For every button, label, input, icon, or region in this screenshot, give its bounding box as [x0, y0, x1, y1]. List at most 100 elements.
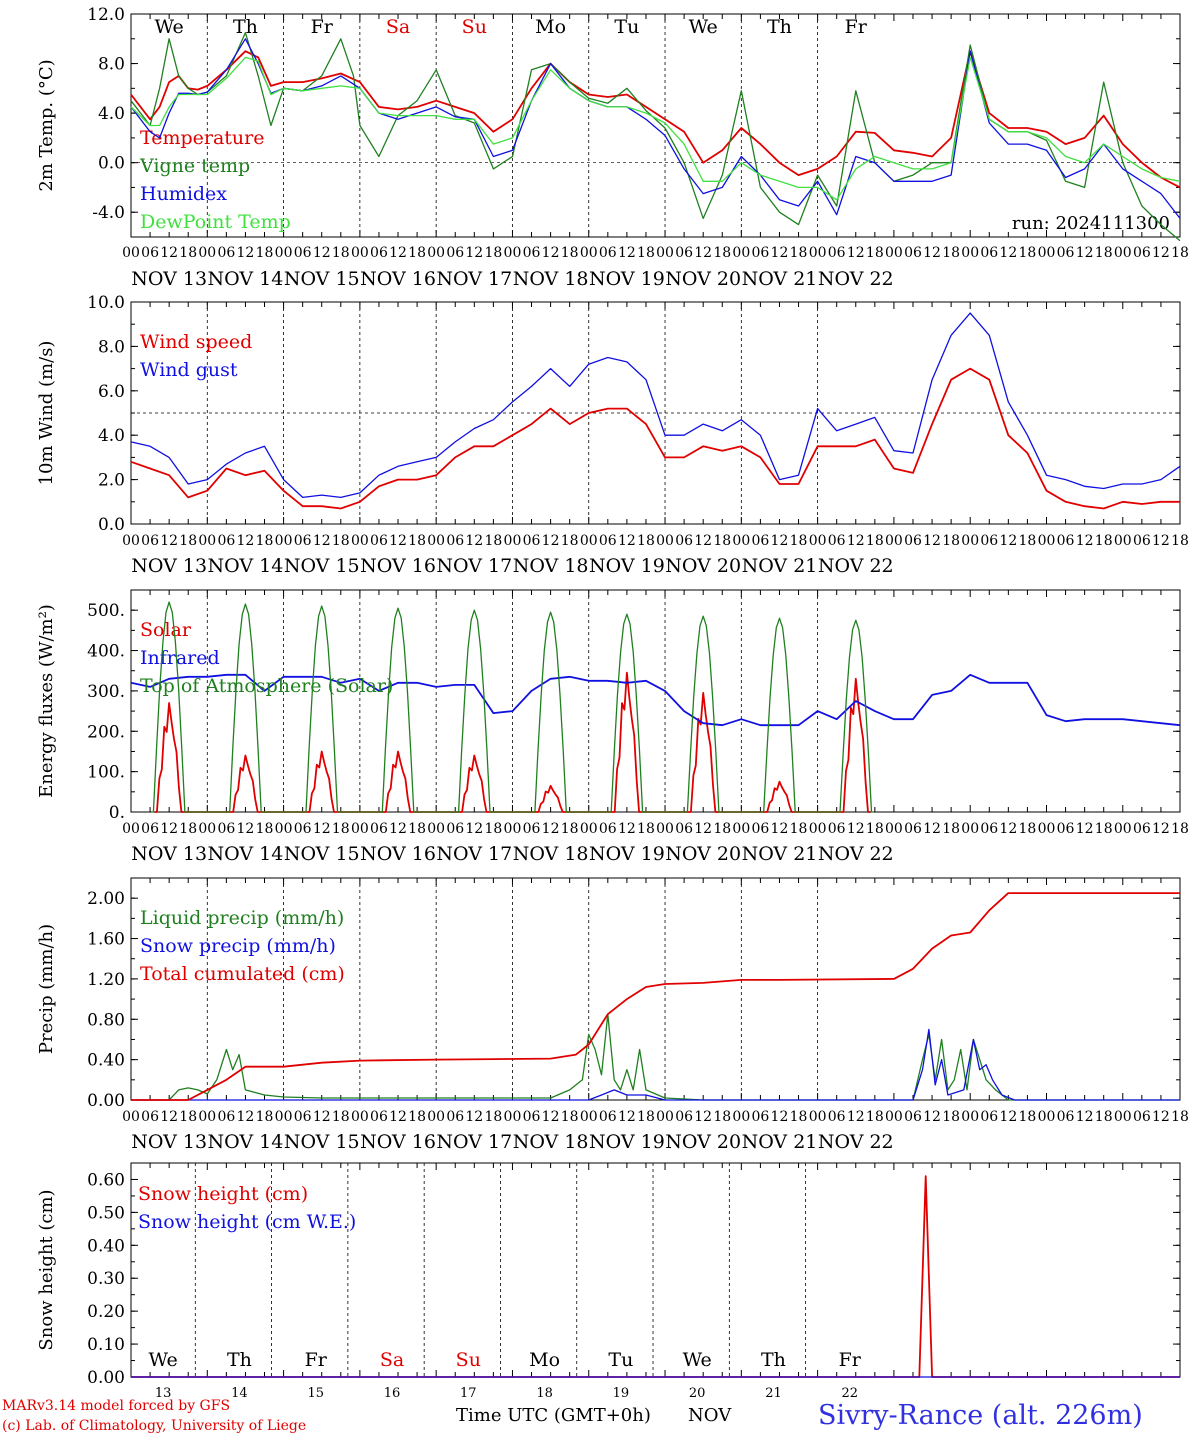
hour-tick-label: 00 [809, 821, 827, 837]
hour-tick-label: 18 [942, 821, 960, 837]
date-label: NOV 14 [208, 1131, 284, 1153]
hour-tick-label: 12 [542, 245, 560, 261]
date-label: NOV 16 [360, 1131, 436, 1153]
date-label: NOV 15 [284, 268, 360, 290]
day-of-week-label: Th [233, 16, 258, 38]
hour-tick-label: 06 [980, 821, 998, 837]
hour-tick-label: 00 [504, 533, 522, 549]
hour-tick-label: 00 [885, 533, 903, 549]
hour-tick-label: 18 [561, 821, 579, 837]
y-tick-label: 0.00 [87, 1091, 125, 1111]
hour-tick-label: 06 [294, 533, 312, 549]
date-label: NOV 14 [208, 843, 284, 865]
date-label: NOV 13 [131, 843, 207, 865]
hour-tick-label: 18 [408, 821, 426, 837]
hour-tick-label: 12 [847, 245, 865, 261]
hour-tick-label: 00 [351, 245, 369, 261]
hour-tick-label: 00 [732, 245, 750, 261]
hour-tick-label: 00 [580, 533, 598, 549]
day-number-label: 13 [155, 1386, 172, 1401]
day-of-week-label: Su [462, 16, 487, 38]
hour-tick-label: 18 [332, 1109, 350, 1125]
hour-tick-label: 12 [542, 1109, 560, 1125]
day-number-label: 17 [460, 1386, 477, 1401]
hour-tick-label: 12 [1152, 245, 1170, 261]
y-axis-label: Snow height (cm) [36, 1189, 57, 1350]
hour-tick-label: 12 [1152, 1109, 1170, 1125]
hour-tick-label: 18 [713, 1109, 731, 1125]
hour-tick-label: 12 [694, 821, 712, 837]
hour-tick-label: 00 [580, 245, 598, 261]
y-tick-label: 2.0 [98, 471, 125, 491]
date-label: NOV 13 [131, 268, 207, 290]
hour-tick-label: 00 [1038, 533, 1056, 549]
hour-tick-label: 06 [904, 245, 922, 261]
date-label: NOV 16 [360, 268, 436, 290]
hour-tick-label: 12 [313, 245, 331, 261]
hour-tick-label: 06 [370, 821, 388, 837]
hour-tick-label: 00 [351, 533, 369, 549]
hour-tick-label: 18 [179, 245, 197, 261]
y-tick-label: 0.00 [87, 1368, 125, 1388]
hour-tick-label: 06 [1057, 821, 1075, 837]
date-label: NOV 18 [513, 1131, 589, 1153]
hour-tick-label: 12 [771, 245, 789, 261]
date-label: NOV 18 [513, 843, 589, 865]
hour-tick-label: 18 [1095, 533, 1113, 549]
date-label: NOV 20 [665, 1131, 741, 1153]
panel-1: 12.08.04.00.0-4.02m Temp. (°C)00 06 12 18 00… [36, 5, 1189, 290]
day-of-week-label: We [683, 1349, 712, 1371]
hour-tick-label: 12 [237, 821, 255, 837]
day-of-week-label: Fr [845, 16, 868, 38]
hour-tick-label: 12 [694, 245, 712, 261]
y-tick-label: 0.80 [87, 1010, 125, 1030]
hour-tick-label: 00 [809, 245, 827, 261]
day-number-label: 14 [231, 1386, 248, 1401]
hour-tick-label: 00 [504, 245, 522, 261]
hour-tick-label: 06 [751, 1109, 769, 1125]
date-label: NOV 22 [818, 1131, 894, 1153]
hour-tick-label: 06 [141, 1109, 159, 1125]
hour-tick-label: 12 [923, 821, 941, 837]
hour-tick-label: 00 [427, 245, 445, 261]
hour-tick-label: 06 [523, 533, 541, 549]
day-number-label: 20 [689, 1386, 706, 1401]
hour-tick-label: 06 [904, 1109, 922, 1125]
hour-tick-label: 00 [351, 821, 369, 837]
hour-tick-label: 18 [408, 533, 426, 549]
legend-snow-precip-mm-h: Snow precip (mm/h) [140, 935, 336, 957]
hour-tick-label: 00 [275, 533, 293, 549]
y-tick-label: 200. [87, 722, 125, 742]
day-of-week-label: Mo [529, 1349, 560, 1371]
hour-tick-label: 12 [465, 821, 483, 837]
hour-tick-label: 00 [198, 821, 216, 837]
hour-tick-label: 00 [656, 821, 674, 837]
date-label: NOV 19 [589, 843, 665, 865]
hour-tick-label: 06 [675, 533, 693, 549]
legend-snow-height-cm: Snow height (cm) [138, 1183, 308, 1205]
hour-tick-label: 18 [637, 533, 655, 549]
hour-tick-label: 18 [179, 821, 197, 837]
legend-wind-speed: Wind speed [140, 331, 252, 353]
hour-tick-label: 12 [1076, 821, 1094, 837]
hour-tick-label: 00 [198, 1109, 216, 1125]
date-label: NOV 14 [208, 555, 284, 577]
hour-tick-label: 18 [561, 533, 579, 549]
day-of-week-label: Fr [311, 16, 334, 38]
y-axis-label: Energy fluxes (W/m²) [36, 604, 57, 798]
y-tick-label: 2.00 [87, 889, 125, 909]
hour-tick-label: 00 [961, 245, 979, 261]
hour-tick-label: 18 [1171, 1109, 1189, 1125]
hour-tick-label: 18 [408, 245, 426, 261]
hour-tick-label: 12 [999, 1109, 1017, 1125]
day-of-week-label: Th [767, 16, 792, 38]
series-line-top-of-atmosphere-solar [151, 601, 874, 813]
hour-tick-label: 06 [370, 245, 388, 261]
hour-tick-label: 00 [275, 1109, 293, 1125]
hour-tick-label: 12 [389, 821, 407, 837]
hour-tick-label: 12 [1076, 1109, 1094, 1125]
hour-tick-label: 00 [504, 1109, 522, 1125]
hour-tick-label: 12 [160, 245, 178, 261]
y-tick-label: 0.0 [98, 515, 125, 535]
